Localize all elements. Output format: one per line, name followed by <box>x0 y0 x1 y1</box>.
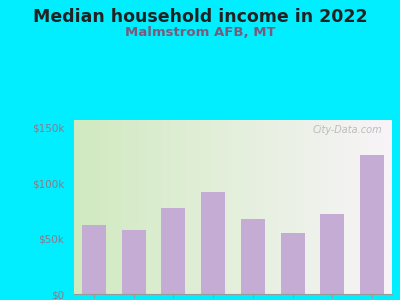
Text: Malmstrom AFB, MT: Malmstrom AFB, MT <box>125 26 275 38</box>
Bar <box>201 192 225 294</box>
Bar <box>241 219 265 294</box>
Text: Median household income in 2022: Median household income in 2022 <box>33 8 367 26</box>
Bar <box>320 214 344 294</box>
Bar <box>281 233 304 294</box>
Bar <box>122 230 146 294</box>
Text: City-Data.com: City-Data.com <box>313 125 382 135</box>
Bar <box>82 225 106 294</box>
Bar <box>360 155 384 294</box>
Bar <box>162 208 185 294</box>
